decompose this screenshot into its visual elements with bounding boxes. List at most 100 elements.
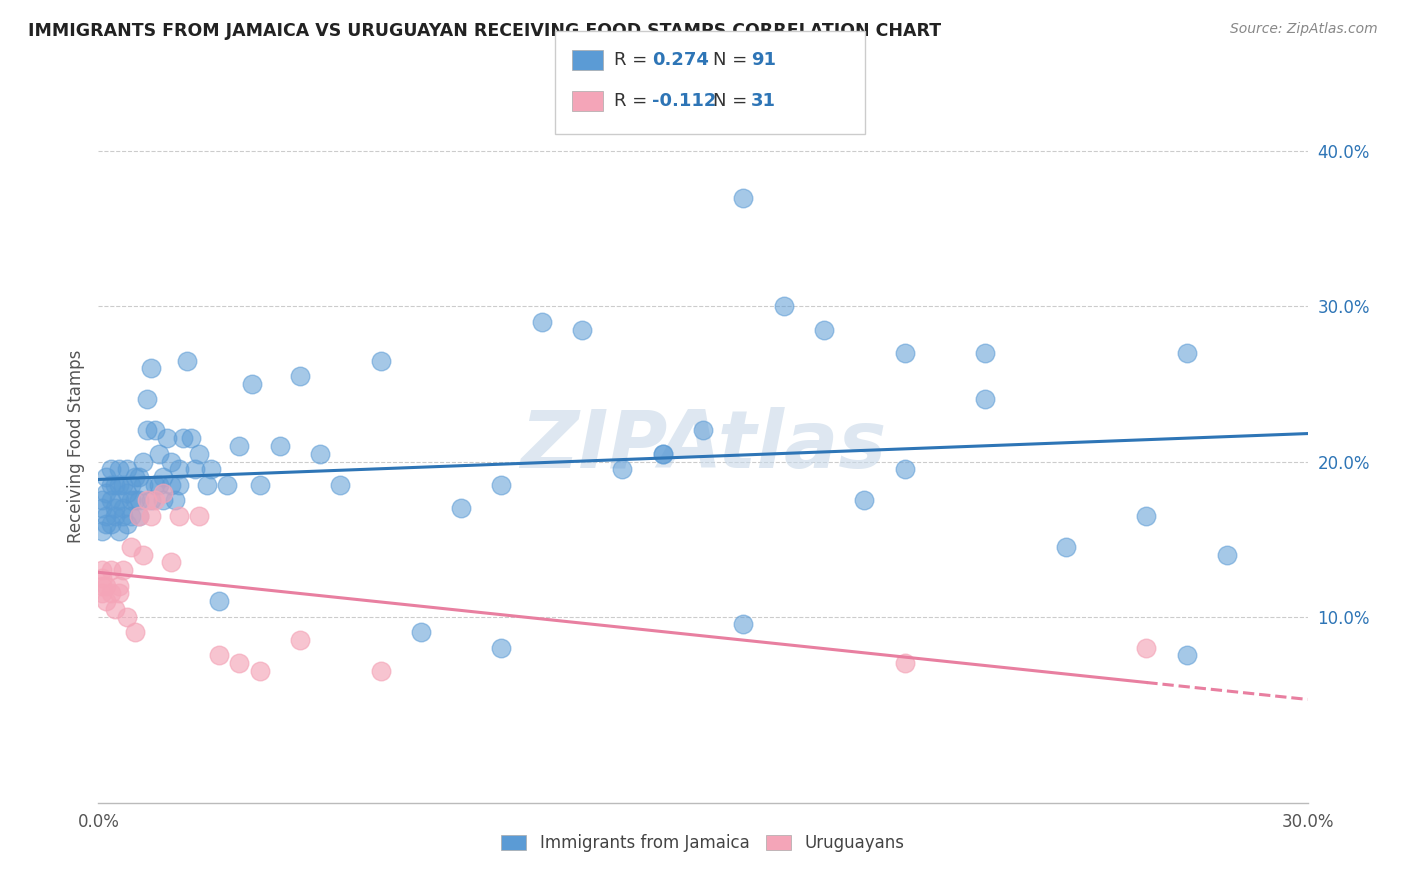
Point bbox=[135, 493, 157, 508]
Point bbox=[240, 376, 263, 391]
Point bbox=[329, 477, 352, 491]
Point bbox=[124, 625, 146, 640]
Point bbox=[132, 548, 155, 562]
Point bbox=[228, 439, 250, 453]
Point bbox=[115, 485, 138, 500]
Point bbox=[974, 346, 997, 360]
Point bbox=[139, 493, 162, 508]
Point bbox=[100, 462, 122, 476]
Point bbox=[148, 477, 170, 491]
Point bbox=[143, 477, 166, 491]
Point bbox=[893, 656, 915, 670]
Point bbox=[180, 431, 202, 445]
Point bbox=[184, 462, 207, 476]
Point bbox=[530, 315, 553, 329]
Point bbox=[160, 477, 183, 491]
Point bbox=[128, 508, 150, 523]
Point bbox=[135, 392, 157, 407]
Point bbox=[107, 524, 129, 539]
Point bbox=[111, 508, 134, 523]
Text: 0.274: 0.274 bbox=[652, 51, 709, 69]
Point bbox=[733, 617, 755, 632]
Point bbox=[288, 369, 311, 384]
Point bbox=[813, 323, 835, 337]
Point bbox=[160, 454, 183, 468]
Point bbox=[571, 323, 593, 337]
Point bbox=[370, 353, 392, 368]
Point bbox=[120, 477, 142, 491]
Point bbox=[139, 508, 162, 523]
Y-axis label: Receiving Food Stamps: Receiving Food Stamps bbox=[66, 350, 84, 542]
Point bbox=[612, 462, 634, 476]
Point bbox=[128, 508, 150, 523]
Point bbox=[160, 555, 183, 569]
Point bbox=[853, 493, 876, 508]
Point bbox=[111, 477, 134, 491]
Point bbox=[733, 191, 755, 205]
Point bbox=[208, 648, 231, 663]
Point bbox=[96, 516, 118, 531]
Point bbox=[111, 563, 134, 577]
Point bbox=[100, 493, 122, 508]
Point bbox=[1175, 648, 1198, 663]
Point bbox=[228, 656, 250, 670]
Legend: Immigrants from Jamaica, Uruguayans: Immigrants from Jamaica, Uruguayans bbox=[495, 828, 911, 859]
Point bbox=[100, 586, 122, 600]
Point bbox=[152, 485, 174, 500]
Text: N =: N = bbox=[713, 92, 752, 110]
Point bbox=[135, 424, 157, 438]
Point bbox=[692, 424, 714, 438]
Point bbox=[120, 540, 142, 554]
Point bbox=[132, 477, 155, 491]
Point bbox=[103, 501, 125, 516]
Point bbox=[163, 493, 186, 508]
Point bbox=[96, 579, 118, 593]
Point bbox=[120, 508, 142, 523]
Text: R =: R = bbox=[614, 92, 654, 110]
Text: -0.112: -0.112 bbox=[652, 92, 717, 110]
Point bbox=[100, 477, 122, 491]
Point bbox=[120, 493, 142, 508]
Point bbox=[148, 447, 170, 461]
Point bbox=[1135, 508, 1157, 523]
Point bbox=[893, 346, 915, 360]
Text: IMMIGRANTS FROM JAMAICA VS URUGUAYAN RECEIVING FOOD STAMPS CORRELATION CHART: IMMIGRANTS FROM JAMAICA VS URUGUAYAN REC… bbox=[28, 22, 941, 40]
Point bbox=[288, 632, 311, 647]
Text: ZIPAtlas: ZIPAtlas bbox=[520, 407, 886, 485]
Text: Source: ZipAtlas.com: Source: ZipAtlas.com bbox=[1230, 22, 1378, 37]
Point bbox=[450, 501, 472, 516]
Point bbox=[91, 524, 114, 539]
Point bbox=[249, 477, 271, 491]
Point bbox=[143, 493, 166, 508]
Point bbox=[208, 594, 231, 608]
Point bbox=[107, 477, 129, 491]
Point bbox=[124, 493, 146, 508]
Point bbox=[893, 462, 915, 476]
Point bbox=[772, 299, 794, 313]
Point bbox=[195, 477, 218, 491]
Point bbox=[91, 571, 114, 585]
Point bbox=[100, 516, 122, 531]
Point bbox=[1175, 346, 1198, 360]
Point bbox=[309, 447, 332, 461]
Point bbox=[217, 477, 239, 491]
Point bbox=[91, 493, 114, 508]
Point bbox=[107, 579, 129, 593]
Point bbox=[152, 493, 174, 508]
Point bbox=[491, 640, 513, 655]
Point bbox=[1054, 540, 1077, 554]
Point bbox=[124, 470, 146, 484]
Point bbox=[172, 431, 194, 445]
Point bbox=[115, 516, 138, 531]
Point bbox=[100, 563, 122, 577]
Point bbox=[1135, 640, 1157, 655]
Point bbox=[103, 508, 125, 523]
Point bbox=[103, 602, 125, 616]
Point bbox=[91, 501, 114, 516]
Point bbox=[91, 579, 114, 593]
Point bbox=[115, 609, 138, 624]
Point bbox=[91, 586, 114, 600]
Point bbox=[167, 508, 190, 523]
Point bbox=[370, 664, 392, 678]
Point bbox=[107, 462, 129, 476]
